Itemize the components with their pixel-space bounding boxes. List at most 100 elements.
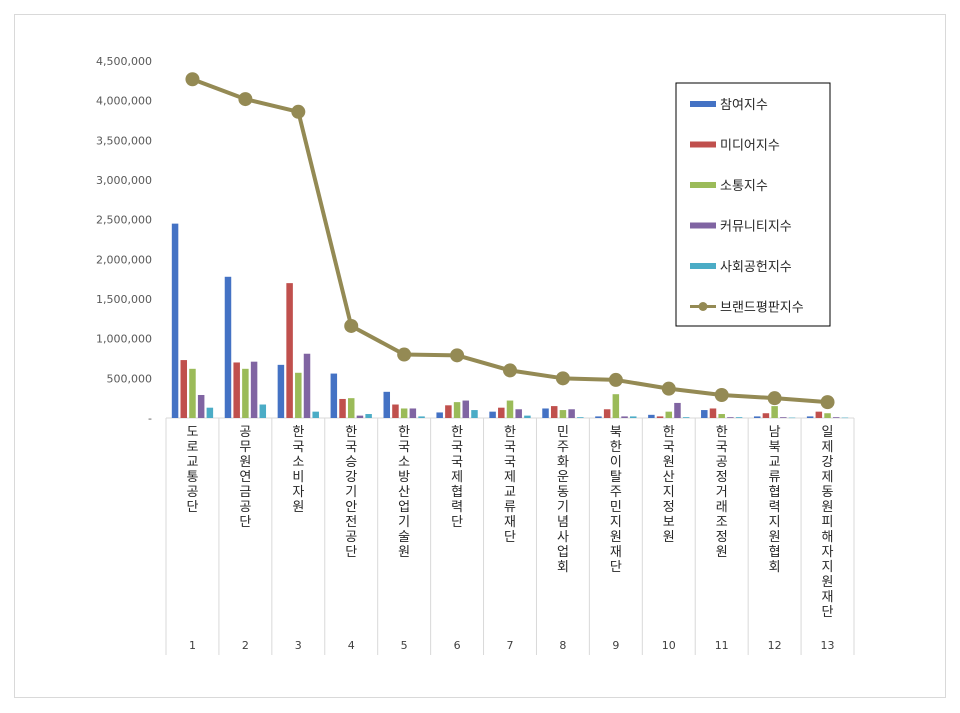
line-marker [450,348,465,363]
bar [303,353,311,418]
category-number: 3 [295,639,302,652]
chart-frame [14,14,946,698]
line-marker [503,363,517,378]
bar [277,364,285,418]
legend-marker [698,302,708,311]
legend-label: 브랜드평판지수 [720,301,804,316]
category-number: 1 [189,639,196,652]
line-marker [291,104,306,119]
bar [180,360,188,418]
line-marker [767,391,782,406]
bar [568,409,575,418]
bar [603,409,611,418]
line-marker [820,395,835,410]
bar [197,394,205,418]
category-number: 4 [348,639,355,652]
category-labels: 도 로 교 통 공 단 1 공 무 원 연 금 공 단 2 한 국 소 비 자 원 3 한 국 승 강 기 안 전 공 단 4 한 국 소 방 산 업 기 술… [186,425,834,652]
bar [418,416,425,418]
bar [498,407,505,418]
bar [206,407,214,418]
legend-box [675,82,831,327]
bar [648,414,655,418]
legend-label: 소통지수 [720,179,768,194]
bar [665,411,673,418]
bar [621,416,628,418]
bar [250,361,258,418]
category-number: 2 [242,639,249,652]
bar [674,402,681,418]
category-number: 7 [507,639,514,652]
bar [656,416,664,418]
bar [233,362,240,418]
bar [515,409,522,418]
category-number: 11 [715,639,729,652]
y-tick-label: 4,500,000 [96,55,152,68]
bar [806,416,814,418]
bar [753,416,761,418]
bar [365,414,372,418]
bar [392,404,399,418]
line-marker [714,387,729,402]
legend-swatch [690,182,716,188]
bar [242,368,249,418]
bar [506,400,514,418]
bars-layer [171,223,849,419]
bar [577,417,584,418]
bar [780,417,787,418]
y-tick-label: 1,000,000 [96,333,152,346]
line-marker [185,72,200,87]
legend-swatch [690,222,716,229]
bar [701,410,708,418]
line-marker [238,92,253,107]
bar [347,398,355,418]
bar [383,391,391,418]
category-number: 5 [401,639,408,652]
line-marker [608,372,623,387]
bar [735,417,743,418]
line-marker [555,371,570,386]
y-tick-label: 4,000,000 [96,95,152,108]
category-number: 13 [821,639,835,652]
bar [682,417,690,418]
bar [788,417,796,419]
category-number: 8 [559,639,566,652]
y-tick-label: - [148,412,152,425]
legend-swatch [690,263,716,269]
bar [709,408,717,418]
bar [542,408,549,418]
bar [595,416,602,418]
bar [312,411,319,418]
bar [815,411,823,418]
legend-label: 커뮤니티지수 [720,220,792,235]
category-number: 6 [454,639,461,652]
bar [286,283,293,418]
y-tick-label: 3,500,000 [96,134,152,147]
bar [259,404,267,418]
bar [629,416,637,418]
y-tick-label: 3,000,000 [96,174,152,187]
legend-label: 미디어지수 [720,139,780,154]
line-marker [661,381,676,396]
bar [524,415,531,418]
bar [445,405,452,418]
category-number: 9 [612,639,619,652]
bar [489,411,496,418]
bar [330,373,338,418]
y-tick-label: 2,500,000 [96,214,152,227]
bar [612,394,620,418]
bar [224,276,232,418]
y-tick-label: 2,000,000 [96,253,152,266]
y-tick-label: 1,500,000 [96,293,152,306]
y-tick-label: 500,000 [107,372,153,385]
category-number: 10 [662,639,676,652]
